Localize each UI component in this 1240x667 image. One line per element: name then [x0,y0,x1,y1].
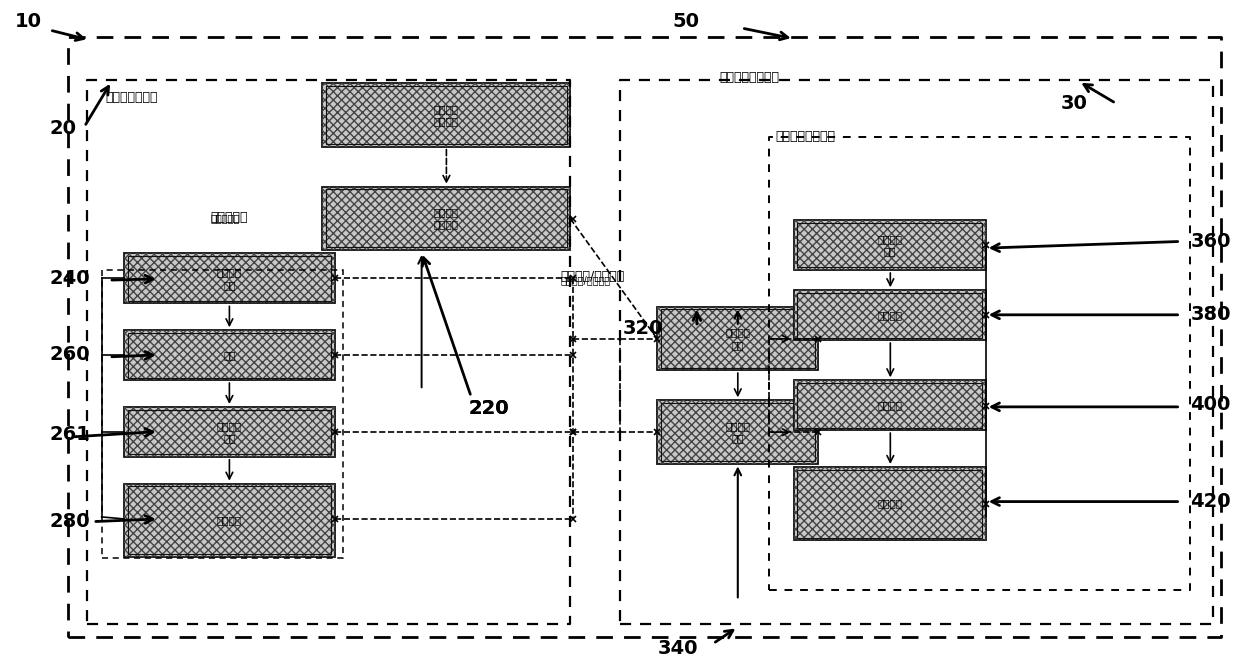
Bar [128,256,331,301]
Bar [124,253,335,303]
Bar [124,484,335,557]
Text: 印刷电路板平台: 印刷电路板平台 [105,91,157,104]
Text: 220: 220 [469,399,510,418]
Text: 印刷电路板: 印刷电路板 [211,211,248,224]
Bar [794,220,986,270]
Bar [661,309,815,368]
Bar [661,403,815,461]
Text: 固体输出: 固体输出 [877,499,903,508]
Bar [657,400,818,464]
Text: 30: 30 [1060,94,1087,113]
Text: 280: 280 [50,512,91,531]
Text: 220: 220 [469,399,510,418]
Bar [128,486,331,554]
Text: 固体模块: 固体模块 [877,400,903,410]
Bar [124,330,335,380]
Bar [128,410,331,454]
Bar [797,293,982,338]
Bar [657,307,818,370]
Text: 固体处理技术平台: 固体处理技术平台 [719,71,779,84]
Text: 400: 400 [1190,396,1231,414]
Text: 261: 261 [50,426,91,444]
Text: 模拟模块
模拟输入: 模拟模块 模拟输入 [434,207,459,229]
Bar [322,187,570,250]
Bar [794,220,986,270]
Text: 固体处理技术工具: 固体处理技术工具 [775,130,835,143]
Text: 340: 340 [657,639,698,658]
Bar [794,290,986,340]
Text: 固体管理
模块: 固体管理 模块 [217,421,242,443]
Bar [102,270,343,558]
Bar [797,383,982,428]
Bar [794,467,986,540]
Text: 控制系统
监控系统: 控制系统 监控系统 [434,104,459,126]
Text: 固体芯片
模块: 固体芯片 模块 [725,421,750,443]
Text: 50: 50 [672,12,699,31]
Bar [797,223,982,267]
Text: 集成电路/微型组件: 集成电路/微型组件 [560,270,625,283]
Bar [124,253,335,303]
Bar [322,187,570,250]
Text: 360: 360 [1190,232,1231,251]
Bar [326,86,567,144]
Text: 输出模块: 输出模块 [217,516,242,525]
Text: 10: 10 [15,12,42,31]
Text: 印刷电路板: 印刷电路板 [211,213,241,223]
Bar [797,470,982,538]
Bar [124,407,335,457]
Bar [124,407,335,457]
Bar [794,467,986,540]
Bar [794,290,986,340]
Bar [128,333,331,378]
Text: 320: 320 [622,319,663,338]
Text: 集成电路/微型组件: 集成电路/微型组件 [560,275,611,285]
Text: 数据: 数据 [223,350,236,360]
Bar [794,380,986,430]
Text: 260: 260 [50,346,91,364]
Text: 20: 20 [50,119,77,137]
Text: 固体处理
模块: 固体处理 模块 [877,234,903,256]
Bar [794,380,986,430]
Text: 数据采集
模块: 数据采集 模块 [217,267,242,289]
Text: 420: 420 [1190,492,1231,511]
Text: 调频电路
模块: 调频电路 模块 [725,327,750,350]
Bar [322,83,570,147]
Bar [124,330,335,380]
Text: 240: 240 [50,269,91,287]
Bar [326,189,567,247]
Bar [322,83,570,147]
Bar [657,400,818,464]
Bar [657,307,818,370]
Text: 380: 380 [1190,305,1231,324]
Bar [124,484,335,557]
Text: 固体模块: 固体模块 [877,310,903,320]
